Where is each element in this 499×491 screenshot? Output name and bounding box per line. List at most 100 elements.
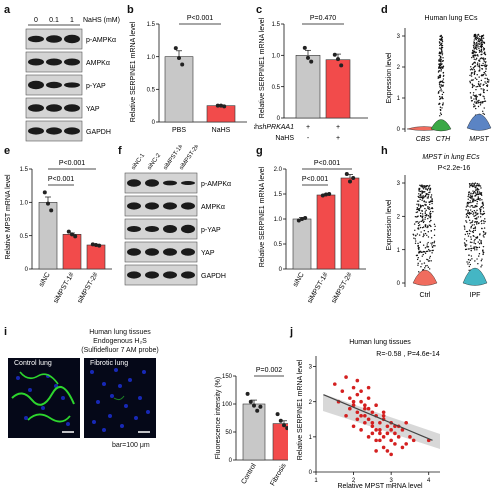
expression-dot bbox=[475, 199, 477, 202]
expression-dot bbox=[421, 226, 424, 229]
data-point bbox=[324, 192, 328, 197]
expression-dot bbox=[469, 197, 472, 199]
expression-dot bbox=[464, 243, 466, 245]
scatter-point bbox=[408, 435, 412, 439]
expression-dot bbox=[470, 255, 473, 257]
expression-dot bbox=[469, 92, 472, 94]
expression-dot bbox=[427, 241, 429, 244]
expression-dot bbox=[431, 198, 433, 200]
data-point bbox=[327, 192, 332, 196]
blot-band bbox=[46, 58, 62, 66]
expression-dot bbox=[480, 240, 482, 242]
expression-dot bbox=[417, 222, 420, 224]
violin-ctrl bbox=[412, 269, 438, 286]
expression-dot bbox=[468, 248, 470, 250]
expression-dot bbox=[478, 76, 480, 78]
scatter-point bbox=[363, 403, 367, 408]
expression-dot bbox=[417, 208, 419, 211]
expression-dot bbox=[478, 101, 480, 104]
expression-dot bbox=[474, 54, 477, 56]
expression-dot bbox=[473, 98, 475, 100]
expression-dot bbox=[431, 200, 434, 203]
expression-dot bbox=[427, 217, 429, 220]
expression-dot bbox=[441, 81, 444, 83]
expression-dot bbox=[476, 95, 478, 98]
expression-dot bbox=[475, 98, 477, 100]
expression-dot bbox=[481, 222, 483, 225]
expression-dot bbox=[476, 41, 478, 44]
expression-dot bbox=[438, 70, 441, 72]
expression-dot bbox=[422, 226, 425, 228]
expression-dot bbox=[480, 57, 482, 60]
y-tick-label: 1.0 bbox=[20, 201, 29, 207]
blot-band bbox=[181, 202, 195, 210]
expression-dot bbox=[477, 39, 480, 41]
expression-dot bbox=[483, 98, 486, 100]
expression-dot bbox=[472, 63, 474, 65]
expression-dot bbox=[422, 205, 425, 207]
expression-dot bbox=[478, 63, 481, 65]
expression-dot bbox=[424, 207, 426, 210]
y-tick-label: 3 bbox=[397, 181, 401, 187]
expression-dot bbox=[441, 52, 444, 54]
expression-dot bbox=[468, 254, 470, 256]
y-tick-label: 1 bbox=[397, 248, 401, 254]
expression-dot bbox=[481, 219, 483, 222]
panel-i-title: Human lung tissues Endogenous H₂S (Sulfi… bbox=[60, 328, 180, 355]
scatter-point bbox=[363, 413, 367, 418]
expression-dot bbox=[424, 186, 426, 188]
expression-dot bbox=[470, 184, 472, 187]
expression-dot bbox=[471, 258, 473, 260]
expression-dot bbox=[469, 74, 471, 77]
expression-dot bbox=[483, 71, 485, 74]
expression-dot bbox=[476, 209, 478, 211]
row1-value: + bbox=[336, 124, 340, 131]
expression-dot bbox=[433, 242, 435, 244]
expression-dot bbox=[464, 244, 466, 247]
data-point bbox=[245, 391, 250, 396]
expression-dot bbox=[420, 231, 422, 233]
expression-dot bbox=[478, 85, 480, 87]
scatter-point bbox=[374, 428, 378, 432]
blot-band bbox=[46, 81, 62, 89]
expression-dot bbox=[483, 96, 485, 98]
expression-dot bbox=[422, 244, 425, 246]
expression-dot bbox=[439, 80, 441, 83]
expression-dot bbox=[421, 216, 424, 219]
expression-dot bbox=[430, 237, 433, 239]
expression-dot bbox=[427, 207, 429, 209]
expression-dot bbox=[480, 46, 483, 49]
expression-dot bbox=[477, 263, 479, 265]
expression-dot bbox=[478, 184, 480, 187]
expression-dot bbox=[482, 207, 485, 209]
y-tick-label: 150 bbox=[222, 374, 233, 380]
expression-dot bbox=[469, 69, 472, 71]
expression-dot bbox=[438, 47, 441, 49]
y-tick-label: 0 bbox=[397, 281, 401, 287]
expression-dot bbox=[419, 226, 422, 229]
expression-dot bbox=[470, 212, 472, 215]
expression-dot bbox=[416, 233, 419, 235]
x-tick-label: 3 bbox=[389, 478, 393, 484]
expression-dot bbox=[478, 65, 481, 67]
expression-dot bbox=[426, 189, 429, 191]
expression-dot bbox=[473, 66, 476, 68]
expression-dot bbox=[486, 89, 488, 92]
expression-dot bbox=[486, 77, 488, 80]
y-tick-label: 0 bbox=[229, 458, 233, 464]
expression-dot bbox=[423, 197, 425, 199]
expression-dot bbox=[484, 64, 487, 66]
scatter-point bbox=[378, 428, 382, 432]
expression-dot bbox=[477, 105, 480, 108]
lane-label: siNC-1 bbox=[131, 152, 147, 171]
expression-dot bbox=[474, 35, 476, 37]
blot-strip bbox=[124, 195, 198, 217]
expression-dot bbox=[484, 81, 486, 83]
expression-dot bbox=[419, 205, 422, 208]
expression-dot bbox=[439, 115, 441, 117]
expression-dot bbox=[417, 242, 419, 245]
expression-dot bbox=[440, 88, 442, 90]
expression-dot bbox=[428, 260, 431, 262]
expression-dot bbox=[419, 250, 422, 252]
expression-dot bbox=[483, 60, 485, 62]
